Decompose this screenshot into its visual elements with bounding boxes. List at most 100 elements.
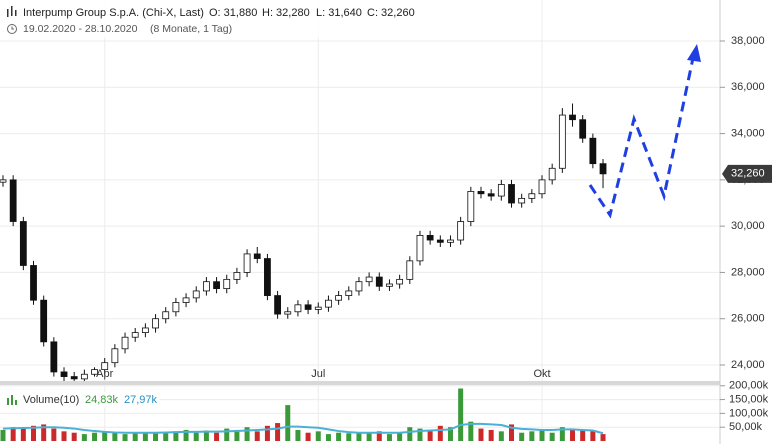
y-tick-label: 28,000 bbox=[731, 266, 765, 278]
candle-body bbox=[579, 119, 587, 139]
volume-bar bbox=[305, 432, 311, 441]
candle-body bbox=[477, 191, 485, 195]
candle-body bbox=[111, 348, 119, 364]
candle-body bbox=[30, 265, 37, 301]
candle-body bbox=[345, 290, 353, 296]
candle-body bbox=[304, 304, 312, 310]
volume-legend-value: 24,83k bbox=[85, 394, 119, 406]
volume-bar bbox=[488, 429, 494, 441]
volume-bar bbox=[356, 432, 362, 441]
candle-body bbox=[325, 299, 332, 308]
y-tick-label: 24,000 bbox=[731, 359, 765, 371]
ohlc-high: H: 32,280 bbox=[262, 7, 310, 19]
candle-body bbox=[538, 179, 546, 195]
volume-bar bbox=[519, 432, 525, 441]
candle-body bbox=[0, 179, 7, 183]
candle-body bbox=[121, 336, 129, 350]
volume-bar bbox=[468, 421, 474, 441]
volume-bar bbox=[539, 429, 545, 441]
volume-bar bbox=[203, 430, 209, 441]
volume-tick-label: 50,00k bbox=[729, 421, 763, 433]
volume-bar bbox=[386, 434, 392, 441]
candle-body bbox=[294, 304, 302, 313]
header-icon bbox=[7, 6, 17, 17]
candle-body bbox=[548, 167, 556, 181]
candle-body bbox=[396, 278, 404, 285]
candle-body bbox=[406, 260, 414, 280]
volume-bar bbox=[214, 432, 220, 441]
candle-body bbox=[284, 311, 292, 315]
candle-body bbox=[436, 239, 444, 243]
volume-ma-legend-value: 27,97k bbox=[124, 394, 158, 406]
candle-body bbox=[386, 283, 393, 287]
volume-bar bbox=[10, 427, 16, 441]
volume-bar bbox=[122, 434, 128, 441]
volume-bar bbox=[234, 429, 240, 441]
legend-bg bbox=[0, 392, 160, 408]
candle-body bbox=[467, 191, 475, 222]
volume-bar bbox=[315, 431, 321, 441]
volume-bar bbox=[31, 425, 37, 441]
last-price-label: 32,260 bbox=[731, 168, 765, 180]
candle-body bbox=[152, 318, 159, 329]
candle-body bbox=[192, 290, 200, 299]
volume-tick-label: 200,00k bbox=[729, 380, 769, 392]
volume-bar bbox=[407, 427, 413, 441]
volume-bar bbox=[224, 428, 230, 441]
volume-bar bbox=[254, 431, 260, 441]
candle-body bbox=[528, 193, 536, 199]
volume-bar bbox=[366, 432, 372, 441]
volume-bar bbox=[590, 431, 596, 441]
candle-body bbox=[162, 311, 170, 320]
volume-bar bbox=[285, 405, 291, 441]
clock-icon bbox=[7, 24, 17, 34]
candle-body bbox=[253, 253, 261, 259]
title: Interpump Group S.p.A. (Chi-X, Last) bbox=[23, 7, 204, 19]
ohlc-low: L: 31,640 bbox=[316, 7, 362, 19]
candle-body bbox=[264, 258, 271, 296]
candle-body bbox=[50, 341, 58, 373]
volume-bar bbox=[437, 425, 443, 441]
candle-body bbox=[426, 235, 434, 241]
volume-bar bbox=[244, 427, 250, 441]
candle-body bbox=[223, 278, 231, 290]
volume-bar bbox=[163, 433, 169, 441]
date-range: 19.02.2020 - 28.10.2020 bbox=[23, 23, 138, 35]
candle-body bbox=[335, 295, 343, 301]
y-tick-label: 26,000 bbox=[731, 313, 765, 325]
volume-bar bbox=[417, 428, 423, 441]
candle-body bbox=[40, 299, 48, 343]
candle-body bbox=[91, 369, 98, 375]
candle-body bbox=[19, 221, 27, 266]
candle-body bbox=[80, 373, 88, 380]
volume-bar bbox=[183, 429, 189, 441]
clock-hand bbox=[11, 26, 14, 30]
candle-body bbox=[60, 371, 68, 377]
candle-body bbox=[487, 193, 495, 197]
volume-bar bbox=[447, 427, 453, 441]
candle-body bbox=[375, 276, 383, 287]
candle-body bbox=[70, 376, 78, 380]
volume-bar bbox=[71, 432, 77, 441]
panel-separator bbox=[0, 381, 720, 385]
ohlc-open: O: 31,880 bbox=[209, 7, 257, 19]
volume-bar bbox=[346, 433, 352, 441]
volume-bar bbox=[275, 423, 281, 441]
candle-body bbox=[365, 276, 373, 283]
volume-bar bbox=[142, 432, 148, 441]
last-price-box bbox=[722, 164, 772, 183]
candle-body bbox=[141, 327, 149, 333]
candle-body bbox=[101, 362, 109, 371]
candle-body bbox=[233, 272, 241, 280]
y-tick-label: 36,000 bbox=[731, 81, 765, 93]
volume-bar bbox=[559, 427, 565, 441]
ohlc-close: C: 32,260 bbox=[367, 7, 415, 19]
period: (8 Monate, 1 Tag) bbox=[150, 23, 232, 35]
volume-bar bbox=[325, 434, 331, 441]
volume-bar bbox=[112, 432, 118, 441]
plot bbox=[0, 103, 607, 441]
candle-body bbox=[131, 332, 139, 338]
x-tick-label: Jul bbox=[311, 368, 325, 380]
